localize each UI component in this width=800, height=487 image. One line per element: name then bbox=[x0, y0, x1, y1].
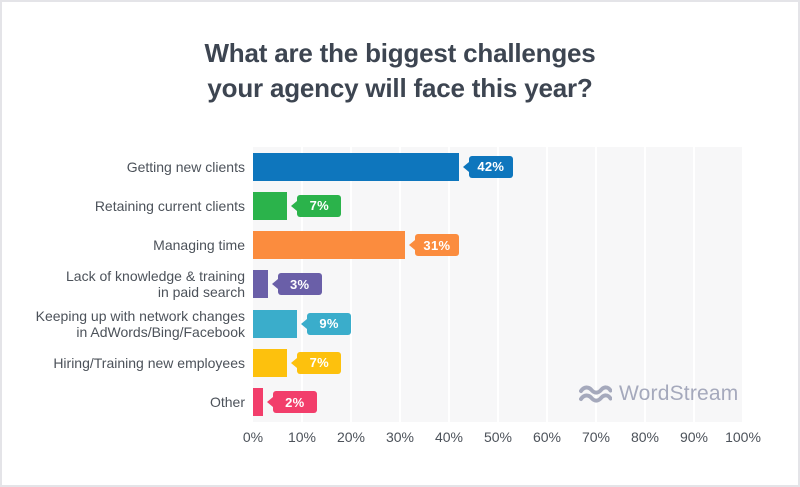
value-label: 31% bbox=[423, 237, 451, 253]
category-label: Keeping up with network changes in AdWor… bbox=[35, 307, 245, 340]
waves-icon bbox=[579, 383, 612, 406]
bar-row: 3% bbox=[253, 265, 743, 304]
plot-area: 42% 7% 31% 3% 9% 7% 2% bbox=[253, 147, 744, 422]
value-label: 7% bbox=[309, 355, 329, 371]
bar bbox=[253, 348, 288, 377]
category-label: Lack of knowledge & training in paid sea… bbox=[66, 268, 245, 301]
x-tick-label: 20% bbox=[336, 429, 366, 445]
callout-arrow-icon bbox=[271, 279, 278, 290]
x-axis: 0% 10% 20% 30% 40% 50% 60% 70% 80% 90% 100% bbox=[243, 429, 761, 449]
value-callout: 7% bbox=[291, 351, 342, 374]
bar bbox=[253, 388, 263, 417]
gridline bbox=[595, 147, 597, 422]
bar bbox=[253, 191, 288, 220]
x-tick-label: 30% bbox=[385, 429, 415, 445]
value-callout: 31% bbox=[408, 234, 459, 257]
callout-arrow-icon bbox=[462, 161, 469, 172]
value-callout: 42% bbox=[462, 155, 513, 178]
category-label: Managing time bbox=[153, 237, 245, 254]
value-label: 9% bbox=[319, 316, 339, 332]
gridline bbox=[546, 147, 548, 422]
chart-title: What are the biggest challenges your age… bbox=[2, 36, 798, 106]
value-callout: 2% bbox=[266, 391, 317, 414]
x-tick-label: 70% bbox=[581, 429, 611, 445]
callout-arrow-icon bbox=[291, 200, 298, 211]
callout-arrow-icon bbox=[301, 318, 308, 329]
chart-title-line2: your agency will face this year? bbox=[207, 73, 593, 103]
gridline bbox=[644, 147, 646, 422]
bar bbox=[253, 231, 405, 260]
x-tick-label: 80% bbox=[630, 429, 660, 445]
value-label: 42% bbox=[477, 159, 505, 174]
bar-row: 42% bbox=[253, 147, 743, 186]
x-tick-label: 10% bbox=[287, 429, 317, 445]
value-label: 2% bbox=[285, 394, 305, 410]
gridline bbox=[399, 147, 401, 422]
bar-row: 2% bbox=[253, 383, 743, 422]
gridline bbox=[742, 147, 744, 422]
wordstream-wordmark: WordStream bbox=[619, 382, 739, 405]
value-label: 3% bbox=[289, 276, 310, 292]
x-tick-label: 60% bbox=[532, 429, 562, 445]
category-label: Retaining current clients bbox=[94, 197, 245, 214]
bar bbox=[253, 270, 268, 299]
gridline bbox=[448, 147, 450, 422]
bar-row: 7% bbox=[253, 343, 743, 382]
callout-arrow-icon bbox=[408, 240, 415, 251]
bar bbox=[253, 309, 298, 338]
gridline bbox=[350, 147, 352, 422]
x-tick-label: 0% bbox=[242, 429, 264, 445]
gridline bbox=[693, 147, 695, 422]
value-callout: 7% bbox=[291, 194, 342, 217]
bar-row: 9% bbox=[253, 304, 743, 343]
x-tick-label: 90% bbox=[679, 429, 709, 445]
category-label: Other bbox=[209, 394, 245, 411]
value-label: 7% bbox=[309, 198, 329, 214]
category-label: Getting new clients bbox=[126, 158, 245, 175]
bar-row: 31% bbox=[253, 226, 743, 265]
category-label: Hiring/Training new employees bbox=[53, 355, 245, 372]
value-callout: 3% bbox=[271, 273, 322, 296]
x-tick-label: 100% bbox=[725, 429, 761, 445]
category-labels: Getting new clients Retaining current cli… bbox=[20, 147, 245, 422]
chart-title-line1: What are the biggest challenges bbox=[204, 38, 596, 68]
callout-arrow-icon bbox=[291, 357, 298, 368]
wordstream-watermark: WordStream bbox=[579, 382, 738, 406]
bar bbox=[253, 152, 459, 181]
callout-arrow-icon bbox=[266, 397, 273, 408]
x-tick-label: 50% bbox=[483, 429, 513, 445]
value-callout: 9% bbox=[301, 312, 352, 335]
gridline bbox=[497, 147, 499, 422]
bar-row: 7% bbox=[253, 186, 743, 225]
x-tick-label: 40% bbox=[434, 429, 464, 445]
